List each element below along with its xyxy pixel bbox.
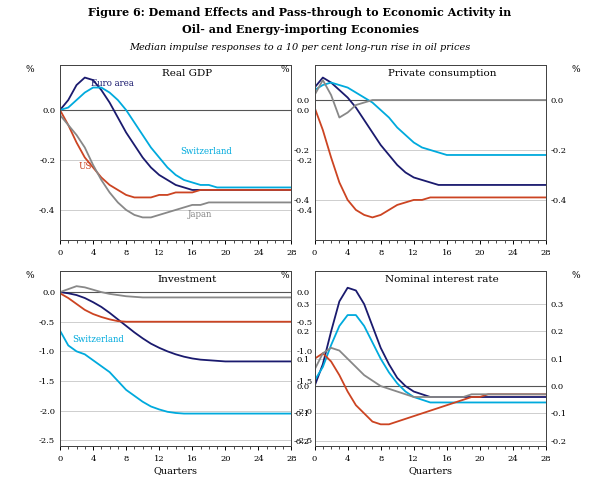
Text: Switzerland: Switzerland (180, 147, 232, 156)
Text: Real GDP: Real GDP (162, 69, 212, 77)
Text: US: US (79, 162, 92, 171)
Text: %: % (280, 271, 289, 281)
Text: Oil- and Energy-importing Economies: Oil- and Energy-importing Economies (182, 24, 419, 35)
Text: Switzerland: Switzerland (73, 335, 124, 345)
Text: %: % (317, 271, 326, 281)
Text: Nominal interest rate: Nominal interest rate (385, 275, 499, 284)
Text: %: % (280, 65, 289, 74)
Text: Japan: Japan (188, 211, 212, 219)
X-axis label: Quarters: Quarters (408, 466, 452, 475)
Text: Private consumption: Private consumption (388, 69, 496, 77)
Text: %: % (26, 271, 34, 281)
Text: %: % (572, 271, 580, 281)
Text: Median impulse responses to a 10 per cent long-run rise in oil prices: Median impulse responses to a 10 per cen… (130, 43, 470, 52)
Text: Euro area: Euro area (91, 79, 134, 88)
Text: %: % (26, 65, 34, 74)
Text: %: % (317, 65, 326, 74)
X-axis label: Quarters: Quarters (154, 466, 198, 475)
Text: %: % (572, 65, 580, 74)
Text: Investment: Investment (158, 275, 217, 284)
Text: Figure 6: Demand Effects and Pass-through to Economic Activity in: Figure 6: Demand Effects and Pass-throug… (88, 7, 512, 18)
